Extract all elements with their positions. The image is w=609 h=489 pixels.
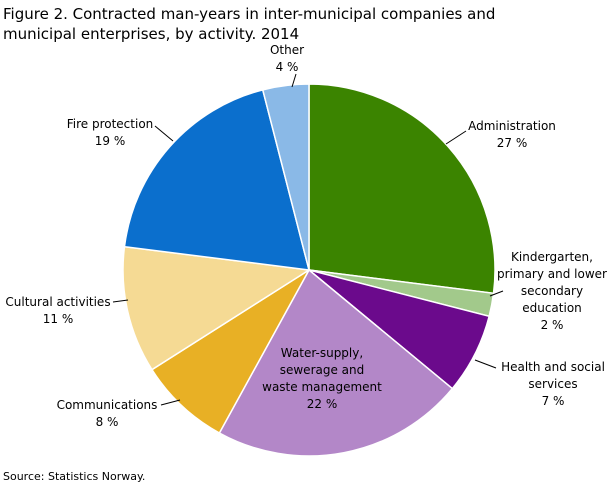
slice-label: Cultural activities 11 % [0,294,118,328]
slice-label: Fire protection 19 % [50,116,170,150]
value-label: 2 % [540,318,564,332]
category-label: Fire protection [66,117,154,131]
source-note: Source: Statistics Norway. [3,470,146,483]
value-label: 27 % [496,136,528,150]
pie-slice [150,269,310,435]
leader-line [160,399,181,406]
slice-label: Communications 8 % [42,397,172,431]
value-label: 11 % [42,312,74,326]
category-label: Other [269,43,305,57]
pie-slice [218,268,454,457]
value-label: 8 % [95,415,119,429]
leader-line [489,290,504,297]
category-label: Cultural activities [5,295,111,309]
slice-label: Kindergarten, primary and lower secondar… [497,249,607,334]
category-label: Kindergarten, primary and lower secondar… [497,250,607,315]
pie-slice [308,83,496,295]
leader-line [154,125,174,142]
slice-label: Administration 27 % [452,118,572,152]
value-label: 22 % [306,397,338,411]
value-label: 19 % [94,134,126,148]
pie-slice [122,245,312,371]
value-label: 7 % [541,394,565,408]
leader-line [291,73,297,88]
leader-line [474,359,497,369]
category-label: Communications [56,398,158,412]
pie-slice [123,88,311,271]
slice-label: Water-supply, sewerage and waste managem… [262,345,382,413]
slice-label: Health and social services 7 % [498,359,608,410]
category-label: Health and social services [501,360,605,391]
chart-title: Figure 2. Contracted man-years in inter-… [3,5,496,43]
category-label: Water-supply, sewerage and waste managem… [262,346,382,394]
category-label: Administration [468,119,556,133]
slice-label: Other 4 % [257,42,317,76]
value-label: 4 % [275,60,299,74]
leader-line [445,130,467,145]
leader-line [112,299,129,303]
pie-slice [261,83,310,271]
